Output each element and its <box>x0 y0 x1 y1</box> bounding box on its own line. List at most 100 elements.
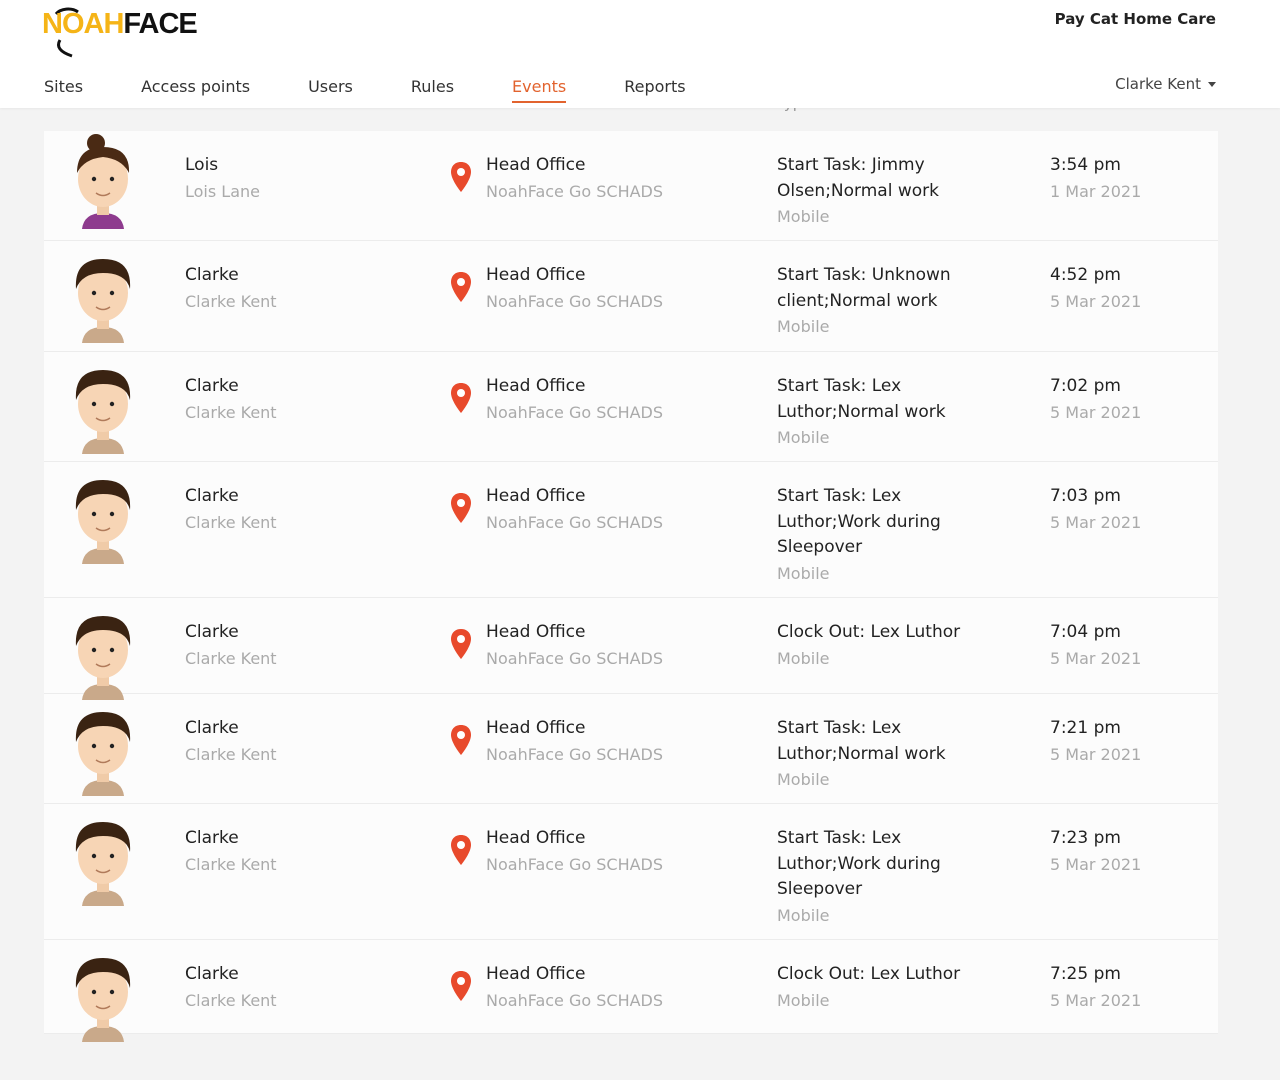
event-source: Mobile <box>777 428 830 447</box>
events-table: Lois Lois Lane Head Office NoahFace Go SCH… <box>44 131 1218 1042</box>
avatar <box>72 358 134 454</box>
access-point-name: NoahFace Go SCHADS <box>486 648 664 668</box>
nav-tab-sites[interactable]: Sites <box>44 77 84 96</box>
user-full-name: Lois Lane <box>185 181 260 201</box>
user-full-name: Clarke Kent <box>185 291 277 311</box>
table-row[interactable]: Clarke Clarke Kent Head Office NoahFace Go… <box>44 598 1218 700</box>
user-name[interactable]: Clarke <box>185 622 239 642</box>
type-cell: Start Task: Lex Luthor;Normal work Mobile <box>777 374 1007 451</box>
location-name: Head Office <box>486 265 586 285</box>
table-row[interactable]: Clarke Clarke Kent Head Office NoahFace Go… <box>44 352 1218 462</box>
user-full-name: Clarke Kent <box>185 512 277 532</box>
event-type: Start Task: Lex Luthor;Normal work <box>777 376 946 422</box>
avatar <box>72 247 134 343</box>
access-point-name: NoahFace Go SCHADS <box>486 291 664 311</box>
location-pin-icon <box>450 834 472 870</box>
location-name: Head Office <box>486 964 586 984</box>
event-source: Mobile <box>777 563 830 583</box>
user-name[interactable]: Lois <box>185 155 219 175</box>
organization-name: Pay Cat Home Care <box>1054 10 1216 28</box>
avatar <box>72 700 134 796</box>
user-full-name: Clarke Kent <box>185 648 277 668</box>
user-name[interactable]: Clarke <box>185 265 239 285</box>
table-row[interactable]: Clarke Clarke Kent Head Office NoahFace Go… <box>44 940 1218 1042</box>
table-row[interactable]: Clarke Clarke Kent Head Office NoahFace Go… <box>44 241 1218 352</box>
event-type: Start Task: Lex Luthor;Normal work <box>777 718 946 764</box>
event-type: Start Task: Unknown client;Normal work <box>777 265 951 311</box>
name-cell: Clarke Clarke Kent <box>185 484 277 535</box>
noahface-logo[interactable]: NOAHFACE <box>42 4 202 60</box>
time-cell: 7:21 pm 5 Mar 2021 <box>1050 716 1141 767</box>
time-cell: 7:03 pm 5 Mar 2021 <box>1050 484 1141 535</box>
event-date: 5 Mar 2021 <box>1050 854 1142 874</box>
user-menu[interactable]: Clarke Kent <box>1115 75 1216 93</box>
location-cell: Head Office NoahFace Go SCHADS <box>486 620 663 671</box>
event-date: 5 Mar 2021 <box>1050 990 1142 1010</box>
table-row[interactable]: Lois Lois Lane Head Office NoahFace Go SCH… <box>44 131 1218 241</box>
caret-down-icon <box>1208 82 1216 87</box>
user-name[interactable]: Clarke <box>185 486 239 506</box>
name-cell: Clarke Clarke Kent <box>185 263 277 314</box>
event-type: Start Task: Lex Luthor;Work during Sleep… <box>777 828 941 899</box>
user-name[interactable]: Clarke <box>185 376 239 396</box>
avatar <box>72 810 134 906</box>
nav-tab-access-points[interactable]: Access points <box>141 77 251 96</box>
time-cell: 7:02 pm 5 Mar 2021 <box>1050 374 1141 425</box>
location-cell: Head Office NoahFace Go SCHADS <box>486 484 663 535</box>
user-full-name: Clarke Kent <box>185 854 277 874</box>
event-type: Start Task: Jimmy Olsen;Normal work <box>777 155 939 201</box>
time-cell: 7:25 pm 5 Mar 2021 <box>1050 962 1141 1013</box>
location-pin-icon <box>450 382 472 418</box>
location-pin-icon <box>450 970 472 1006</box>
user-name[interactable]: Clarke <box>185 964 239 984</box>
user-menu-label: Clarke Kent <box>1115 75 1201 93</box>
nav-tab-users[interactable]: Users <box>308 77 353 96</box>
event-date: 5 Mar 2021 <box>1050 648 1142 668</box>
table-row[interactable]: Clarke Clarke Kent Head Office NoahFace Go… <box>44 804 1218 940</box>
type-cell: Clock Out: Lex Luthor Mobile <box>777 620 1007 671</box>
top-header: NOAHFACE Pay Cat Home Care Sites Access p… <box>0 0 1280 108</box>
table-row[interactable]: Clarke Clarke Kent Head Office NoahFace Go… <box>44 694 1218 804</box>
event-time: 7:21 pm <box>1050 718 1121 738</box>
avatar <box>72 468 134 564</box>
event-type: Start Task: Lex Luthor;Work during Sleep… <box>777 486 941 557</box>
access-point-name: NoahFace Go SCHADS <box>486 854 664 874</box>
name-cell: Clarke Clarke Kent <box>185 826 277 877</box>
type-cell: Start Task: Unknown client;Normal work Mo… <box>777 263 1007 340</box>
type-cell: Start Task: Jimmy Olsen;Normal work Mobil… <box>777 153 1007 230</box>
name-cell: Clarke Clarke Kent <box>185 620 277 671</box>
location-cell: Head Office NoahFace Go SCHADS <box>486 716 663 767</box>
access-point-name: NoahFace Go SCHADS <box>486 512 664 532</box>
event-source: Mobile <box>777 770 830 789</box>
user-full-name: Clarke Kent <box>185 990 277 1010</box>
access-point-name: NoahFace Go SCHADS <box>486 181 664 201</box>
location-cell: Head Office NoahFace Go SCHADS <box>486 962 663 1013</box>
location-name: Head Office <box>486 828 586 848</box>
nav-tab-events[interactable]: Events <box>512 77 567 103</box>
location-pin-icon <box>450 492 472 528</box>
event-date: 5 Mar 2021 <box>1050 744 1142 764</box>
event-date: 1 Mar 2021 <box>1050 181 1142 201</box>
time-cell: 4:52 pm 5 Mar 2021 <box>1050 263 1141 314</box>
user-name[interactable]: Clarke <box>185 718 239 738</box>
event-date: 5 Mar 2021 <box>1050 402 1142 422</box>
nav-tab-reports[interactable]: Reports <box>624 77 686 96</box>
event-time: 4:52 pm <box>1050 265 1121 285</box>
type-cell: Start Task: Lex Luthor;Work during Sleep… <box>777 484 1007 586</box>
table-row[interactable]: Clarke Clarke Kent Head Office NoahFace Go… <box>44 462 1218 598</box>
location-cell: Head Office NoahFace Go SCHADS <box>486 153 663 204</box>
logo-text: NOAHFACE <box>42 8 198 40</box>
location-name: Head Office <box>486 155 586 175</box>
event-date: 5 Mar 2021 <box>1050 291 1142 311</box>
event-date: 5 Mar 2021 <box>1050 512 1142 532</box>
user-name[interactable]: Clarke <box>185 828 239 848</box>
logo-arc-icon <box>54 7 79 58</box>
location-name: Head Office <box>486 486 586 506</box>
access-point-name: NoahFace Go SCHADS <box>486 402 664 422</box>
location-cell: Head Office NoahFace Go SCHADS <box>486 374 663 425</box>
time-cell: 7:04 pm 5 Mar 2021 <box>1050 620 1141 671</box>
event-time: 7:02 pm <box>1050 376 1121 396</box>
location-name: Head Office <box>486 376 586 396</box>
event-type: Clock Out: Lex Luthor <box>777 964 961 984</box>
nav-tab-rules[interactable]: Rules <box>410 77 455 96</box>
